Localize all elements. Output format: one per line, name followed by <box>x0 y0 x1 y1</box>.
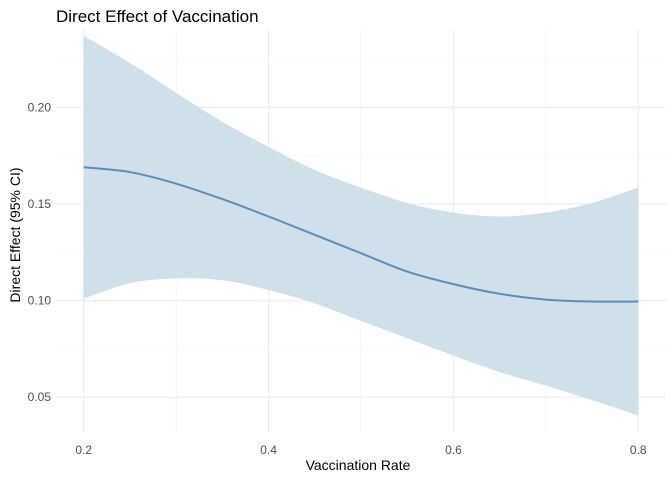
y-tick-label: 0.05 <box>28 390 52 404</box>
confidence-band <box>83 35 639 416</box>
direct-effect-line <box>83 166 639 303</box>
y-tick-label: 0.20 <box>28 100 52 114</box>
x-tick-label: 0.8 <box>630 443 647 457</box>
x-tick-label: 0.6 <box>445 443 462 457</box>
y-axis-title: Direct Effect (95% CI) <box>7 167 23 302</box>
y-tick-label: 0.15 <box>28 197 52 211</box>
chart-title: Direct Effect of Vaccination <box>56 7 259 26</box>
line-layer <box>83 166 639 303</box>
x-tick-label: 0.2 <box>75 443 92 457</box>
y-tick-label: 0.10 <box>28 294 52 308</box>
x-tick-labels: 0.2 0.4 0.6 0.8 <box>75 443 647 457</box>
confidence-band-layer <box>83 35 639 416</box>
x-axis-title: Vaccination Rate <box>306 457 411 473</box>
y-tick-labels: 0.05 0.10 0.15 0.20 <box>28 100 52 404</box>
x-tick-label: 0.4 <box>260 443 277 457</box>
